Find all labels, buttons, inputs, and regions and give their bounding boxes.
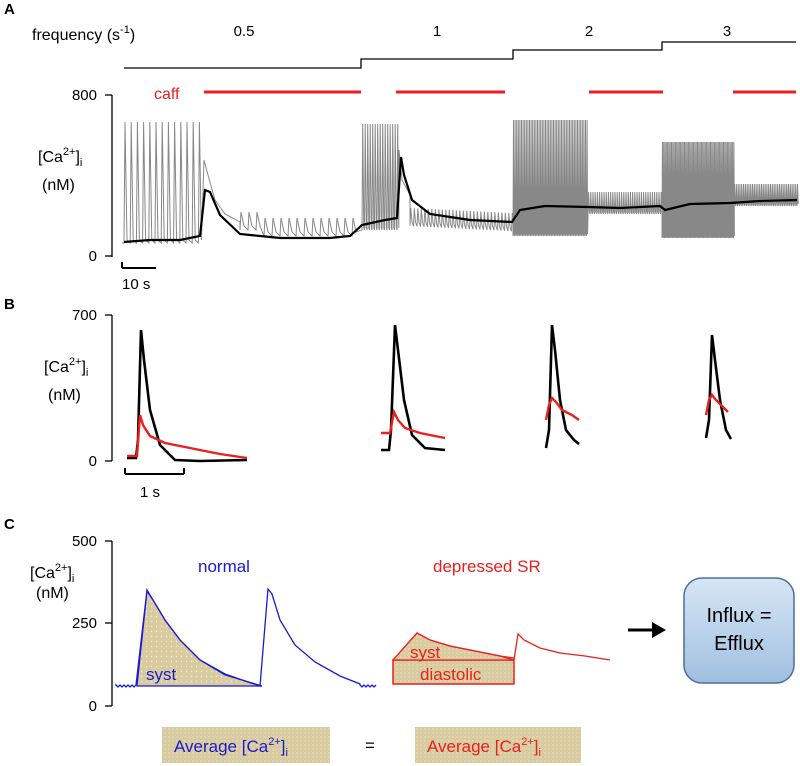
panel-c-ylabel: [Ca2+]i	[30, 562, 74, 585]
normal-syst-label: syst	[146, 665, 177, 684]
panel-b-red-3hz	[704, 392, 729, 416]
influx-efflux-box	[683, 577, 795, 684]
frequency-0.5: 0.5	[234, 23, 255, 40]
average-box-normal	[162, 727, 330, 763]
panel-b-ymin: 0	[89, 453, 97, 470]
panel-a-ylabel: [Ca2+]i	[38, 146, 82, 169]
panel-a-yunit: (nM)	[42, 177, 75, 194]
panel-c-letter: C	[4, 516, 15, 533]
panel-b-black-3hz	[704, 334, 733, 440]
panel-b-black-2hz	[544, 324, 580, 449]
panel-a-mean-trace	[123, 156, 798, 244]
panel-a-grey-trace	[122, 119, 799, 245]
panel-b-traces	[127, 324, 733, 463]
scale-bar-10s-label: 10 s	[122, 276, 150, 293]
average-depressed-label: Average [Ca2+]i	[427, 736, 541, 759]
panel-c-ymax: 500	[72, 533, 97, 550]
panel-a-ymax: 800	[72, 87, 97, 104]
frequency-label: frequency (s-1)	[32, 24, 135, 44]
panel-b-letter: B	[4, 296, 15, 313]
panel-b-ymax: 700	[72, 307, 97, 324]
panel-b-ylabel: [Ca2+]i	[44, 356, 88, 379]
panel-b-red-1hz	[381, 408, 446, 440]
depressed-sr-label: depressed SR	[433, 557, 541, 576]
frequency-staircase	[124, 41, 796, 69]
equals-sign: =	[365, 736, 375, 755]
depressed-syst-label: syst	[410, 643, 441, 662]
frequency-3: 3	[723, 23, 731, 40]
average-box-depressed	[415, 727, 581, 763]
diastolic-label: diastolic	[420, 665, 482, 684]
average-normal-label: Average [Ca2+]i	[174, 736, 288, 759]
depressed-trace	[392, 632, 611, 661]
frequency-1: 1	[433, 23, 441, 40]
panel-b-yunit: (nM)	[48, 387, 81, 404]
panel-b-red-0.5hz	[127, 414, 248, 460]
panel-a-ymin: 0	[89, 248, 97, 265]
panel-c-yunit: (nM)	[36, 585, 69, 602]
normal-label: normal	[198, 557, 250, 576]
panel-a-grey-oscillation	[122, 119, 799, 245]
panel-b-black-0.5hz	[127, 329, 248, 463]
panel-b-black-1hz	[381, 324, 446, 452]
influx-label: Influx =	[706, 605, 771, 627]
caff-label: caff	[154, 86, 180, 103]
panel-b-red-2hz	[544, 395, 580, 421]
normal-trace	[115, 587, 377, 688]
scale-bar-1s-label: 1 s	[140, 484, 160, 501]
arrow-right-icon	[652, 622, 666, 638]
panel-c-ymid: 250	[72, 615, 97, 632]
panel-c-ymin: 0	[89, 698, 97, 715]
frequency-2: 2	[585, 23, 593, 40]
efflux-label: Efflux	[714, 633, 764, 655]
panel-a-letter: A	[4, 1, 15, 18]
